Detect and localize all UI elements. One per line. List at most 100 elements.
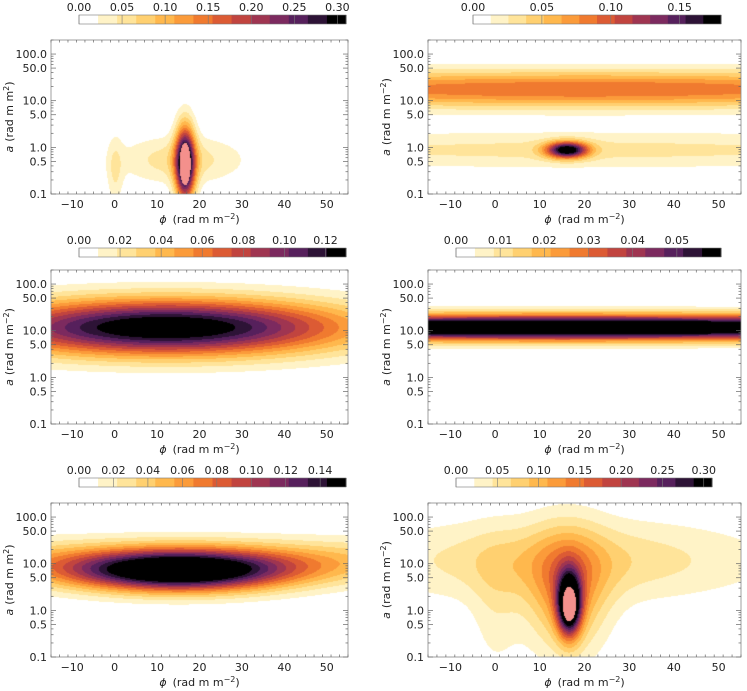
- colorbar-tick-label: 0.14: [308, 464, 333, 477]
- y-tick-label: 50.0: [23, 62, 48, 75]
- colorbar-tick-label: 0.00: [67, 234, 92, 247]
- colorbar-swatch: [117, 478, 137, 487]
- x-axis-title: ϕ (rad m m−2): [159, 442, 239, 456]
- y-axis-title: a(rad m m−2): [379, 78, 393, 156]
- x-tick-label: 20: [193, 428, 207, 441]
- colorbar-swatch: [307, 15, 328, 24]
- colorbar-swatch: [231, 15, 252, 24]
- colorbar-swatch: [584, 478, 603, 487]
- heatmap-top-right: [428, 40, 741, 194]
- x-tick-label: 10: [533, 661, 547, 674]
- colorbar-swatch: [531, 248, 552, 257]
- y-tick-label: 5.0: [407, 339, 425, 352]
- colorbar-swatch: [98, 248, 118, 257]
- heatmap-bottom-left: [51, 503, 348, 657]
- colorbar: 0.00 0.02 0.04 0.06 0.08 0.10 0.12 0.14: [67, 464, 347, 488]
- x-tick-label: 30: [235, 428, 249, 441]
- colorbar: 0.00 0.05 0.10 0.15: [461, 1, 722, 25]
- x-tick-label: −10: [439, 661, 462, 674]
- y-tick-label: 0.5: [30, 618, 48, 631]
- colorbar-swatch: [550, 248, 571, 257]
- x-tick-label: 50: [712, 198, 726, 211]
- colorbar-swatch: [269, 15, 290, 24]
- y-tick-label: 0.1: [30, 188, 48, 201]
- colorbar-tick-label: 0.10: [239, 464, 264, 477]
- colorbar-tick-label: 0.20: [239, 1, 264, 14]
- y-tick-label: 5.0: [30, 572, 48, 585]
- colorbar-swatch: [607, 248, 627, 257]
- colorbar-swatch: [212, 15, 233, 24]
- colorbar: 0.00 0.01 0.02 0.03 0.04 0.05: [444, 234, 722, 258]
- colorbar-swatch: [117, 15, 137, 24]
- colorbar-swatch: [250, 15, 271, 24]
- x-tick-label: 40: [277, 428, 291, 441]
- x-tick-label: 50: [712, 428, 726, 441]
- x-tick-label: 40: [667, 661, 681, 674]
- colorbar-tick-label: 0.02: [108, 234, 133, 247]
- colorbar: 0.00 0.05 0.10 0.15 0.20 0.25 0.30: [444, 464, 716, 488]
- colorbar-tick-label: 0.04: [149, 234, 174, 247]
- y-axis-title: a(rad m m−2): [379, 308, 393, 386]
- colorbar-swatch: [288, 248, 309, 257]
- plot-frame: [427, 502, 742, 658]
- colorbar-swatch: [117, 248, 137, 257]
- colorbar-swatch: [79, 478, 99, 487]
- colorbar-swatch: [638, 478, 658, 487]
- y-tick-label: 0.5: [407, 155, 425, 168]
- y-tick-label: 10.0: [23, 95, 48, 108]
- colorbar-tick-label: 0.00: [67, 1, 92, 14]
- colorbar-swatch: [307, 248, 328, 257]
- colorbar-swatch: [174, 478, 194, 487]
- colorbar-swatch: [79, 15, 99, 24]
- colorbar-swatch: [136, 15, 156, 24]
- x-tick-label: 50: [320, 661, 334, 674]
- x-tick-label: 10: [533, 198, 547, 211]
- colorbar-swatch: [250, 248, 271, 257]
- y-tick-label: 1.0: [30, 371, 48, 384]
- colorbar-swatch: [98, 15, 118, 24]
- x-tick-label: 10: [533, 428, 547, 441]
- colorbar-tick-label: 0.30: [325, 1, 350, 14]
- colorbar-swatch: [512, 248, 533, 257]
- x-tick-label: 30: [622, 198, 636, 211]
- colorbar-swatch: [526, 15, 545, 24]
- x-tick-label: 40: [277, 661, 291, 674]
- y-tick-label: 0.1: [30, 651, 48, 664]
- colorbar-swatch: [657, 478, 676, 487]
- colorbar-tick-label: 0.08: [205, 464, 230, 477]
- y-tick-label: 1.0: [407, 371, 425, 384]
- colorbar-swatch: [174, 248, 194, 257]
- x-tick-label: 40: [277, 198, 291, 211]
- y-tick-label: 50.0: [23, 292, 48, 305]
- colorbar-swatch: [588, 248, 608, 257]
- x-axis-title: ϕ (rad m m−2): [159, 675, 239, 689]
- x-tick-label: −10: [439, 198, 462, 211]
- colorbar-swatch: [675, 478, 695, 487]
- colorbar-tick-label: 0.10: [272, 234, 297, 247]
- colorbar-tick-label: 0.02: [532, 234, 557, 247]
- colorbar-swatch: [664, 248, 684, 257]
- colorbar-tick-label: 0.00: [67, 464, 92, 477]
- colorbar-tick-label: 0.10: [526, 464, 551, 477]
- colorbar-swatch: [473, 15, 492, 24]
- colorbar-swatch: [547, 478, 567, 487]
- colorbar-tick-label: 0.04: [620, 234, 645, 247]
- x-tick-label: 0: [492, 661, 499, 674]
- y-tick-label: 10.0: [400, 325, 425, 338]
- y-tick-label: 5.0: [407, 572, 425, 585]
- y-tick-label: 10.0: [400, 95, 425, 108]
- y-tick-label: 100.0: [393, 511, 425, 524]
- colorbar-swatch: [474, 248, 495, 257]
- y-axis-title: a(rad m m2): [2, 81, 16, 152]
- y-tick-label: 1.0: [30, 141, 48, 154]
- y-tick-label: 0.5: [30, 385, 48, 398]
- colorbar-swatch: [702, 248, 722, 257]
- colorbar-tick-label: 0.05: [530, 1, 555, 14]
- colorbar-tick-label: 0.25: [650, 464, 675, 477]
- x-tick-label: −10: [61, 661, 84, 674]
- colorbar-tick-label: 0.00: [444, 234, 469, 247]
- colorbar-swatch: [614, 15, 633, 24]
- colorbar-tick-label: 0.04: [136, 464, 161, 477]
- y-tick-label: 10.0: [23, 558, 48, 571]
